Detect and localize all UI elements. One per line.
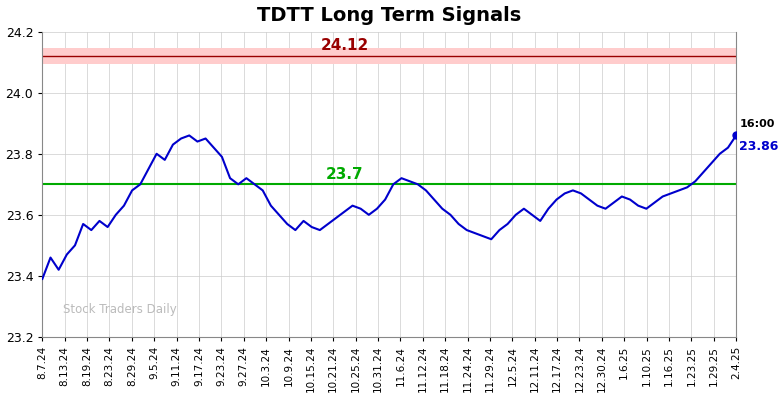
Text: 24.12: 24.12 xyxy=(321,38,368,53)
Text: Stock Traders Daily: Stock Traders Daily xyxy=(64,302,177,316)
Title: TDTT Long Term Signals: TDTT Long Term Signals xyxy=(257,6,521,25)
Text: 23.86: 23.86 xyxy=(739,140,779,153)
Text: 16:00: 16:00 xyxy=(739,119,775,129)
Text: 23.7: 23.7 xyxy=(325,167,363,182)
